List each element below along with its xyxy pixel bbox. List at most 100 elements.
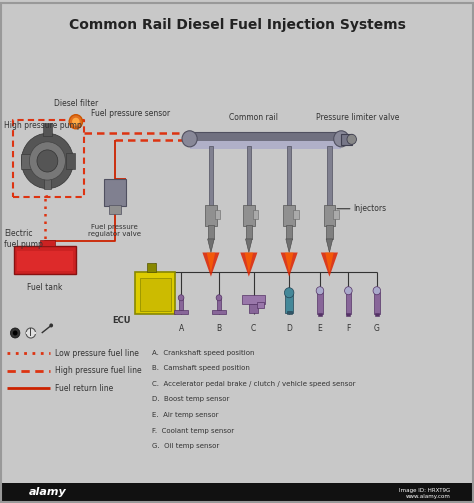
Circle shape [26, 328, 36, 338]
Bar [147, 263, 156, 272]
Text: Fuel pressure sensor: Fuel pressure sensor [91, 109, 170, 118]
Text: D.  Boost temp sensor: D. Boost temp sensor [152, 396, 229, 402]
Text: ECU: ECU [112, 316, 130, 325]
Polygon shape [286, 239, 292, 253]
Polygon shape [321, 253, 338, 277]
Bar [285, 294, 293, 313]
Text: Electric
fuel pump: Electric fuel pump [4, 229, 43, 248]
Circle shape [10, 328, 20, 338]
Bar [190, 132, 341, 146]
Polygon shape [285, 253, 293, 273]
Bar [66, 153, 75, 169]
Bar [247, 146, 251, 209]
Text: Image ID: HRXT9G: Image ID: HRXT9G [399, 488, 450, 493]
Bar [318, 313, 322, 316]
Bar [1, 483, 473, 502]
Circle shape [21, 133, 73, 189]
Text: E: E [318, 324, 322, 333]
Text: Fuel tank: Fuel tank [27, 283, 63, 292]
Text: Common Rail Diesel Fuel Injection Systems: Common Rail Diesel Fuel Injection System… [69, 18, 405, 32]
Text: Low pressure fuel line: Low pressure fuel line [55, 349, 138, 358]
Text: G: G [374, 324, 380, 333]
Bar [324, 205, 335, 226]
Bar [375, 313, 379, 316]
Bar [242, 295, 265, 304]
Circle shape [334, 131, 349, 147]
Circle shape [373, 287, 381, 295]
Polygon shape [207, 253, 215, 273]
Bar [26, 332, 36, 334]
Text: High pressure pump: High pressure pump [4, 121, 82, 130]
Text: F: F [346, 324, 351, 333]
Polygon shape [281, 253, 298, 277]
Bar [215, 210, 220, 219]
Bar [217, 298, 221, 310]
Bar [208, 225, 214, 239]
Text: alamy: alamy [28, 487, 66, 497]
Text: Common rail: Common rail [229, 113, 278, 122]
Bar [246, 225, 252, 239]
Circle shape [37, 150, 58, 172]
Polygon shape [240, 253, 257, 277]
Text: Injectors: Injectors [353, 204, 386, 213]
Text: A: A [178, 324, 184, 333]
Bar [205, 205, 217, 226]
Circle shape [72, 118, 80, 126]
Text: F.  Coolant temp sensor: F. Coolant temp sensor [152, 428, 234, 434]
Text: C: C [251, 324, 256, 333]
Bar [14, 246, 76, 274]
Bar [374, 292, 380, 314]
Bar [212, 310, 226, 314]
Text: Diesel filter: Diesel filter [54, 99, 98, 108]
Bar [326, 225, 333, 239]
Polygon shape [245, 253, 253, 273]
Bar [43, 123, 52, 136]
Text: C.  Accelerator pedal brake / clutch / vehicle speed sensor: C. Accelerator pedal brake / clutch / ve… [152, 381, 355, 387]
Text: Pressure limiter valve: Pressure limiter valve [316, 113, 400, 122]
Text: B.  Camshaft speed position: B. Camshaft speed position [152, 365, 249, 371]
Bar [44, 179, 51, 189]
Text: Fuel pressure
regulator valve: Fuel pressure regulator valve [88, 224, 141, 237]
Circle shape [284, 288, 294, 298]
Circle shape [182, 131, 197, 147]
Bar [190, 141, 341, 149]
Circle shape [29, 142, 65, 180]
Text: www.alamy.com: www.alamy.com [405, 494, 450, 499]
Bar [249, 304, 258, 313]
Text: D: D [286, 324, 292, 333]
Bar [317, 292, 323, 314]
Bar [179, 298, 183, 310]
Bar [253, 210, 258, 219]
Circle shape [316, 287, 324, 295]
Polygon shape [208, 239, 214, 253]
Bar [293, 210, 299, 219]
Text: G.  Oil temp sensor: G. Oil temp sensor [152, 443, 219, 449]
Bar [333, 210, 339, 219]
Circle shape [345, 287, 352, 295]
Text: High pressure fuel line: High pressure fuel line [55, 366, 141, 375]
Bar [346, 313, 350, 316]
Circle shape [178, 295, 184, 301]
Bar [287, 146, 291, 209]
Text: Fuel return line: Fuel return line [55, 384, 113, 393]
Bar [286, 225, 292, 239]
Polygon shape [202, 253, 219, 277]
Bar [174, 310, 188, 314]
Bar [327, 146, 332, 209]
Circle shape [347, 134, 356, 144]
Bar [17, 252, 73, 271]
Circle shape [13, 330, 18, 336]
Polygon shape [325, 253, 334, 273]
Text: B: B [217, 324, 221, 333]
Bar [243, 205, 255, 226]
Circle shape [49, 323, 53, 327]
Text: E.  Air temp sensor: E. Air temp sensor [152, 412, 218, 418]
Bar [346, 292, 351, 314]
Bar [341, 134, 352, 145]
Bar [104, 179, 126, 206]
Bar [257, 302, 264, 308]
Bar [40, 240, 55, 246]
Bar [140, 278, 171, 311]
Circle shape [69, 115, 82, 129]
Polygon shape [326, 239, 333, 253]
